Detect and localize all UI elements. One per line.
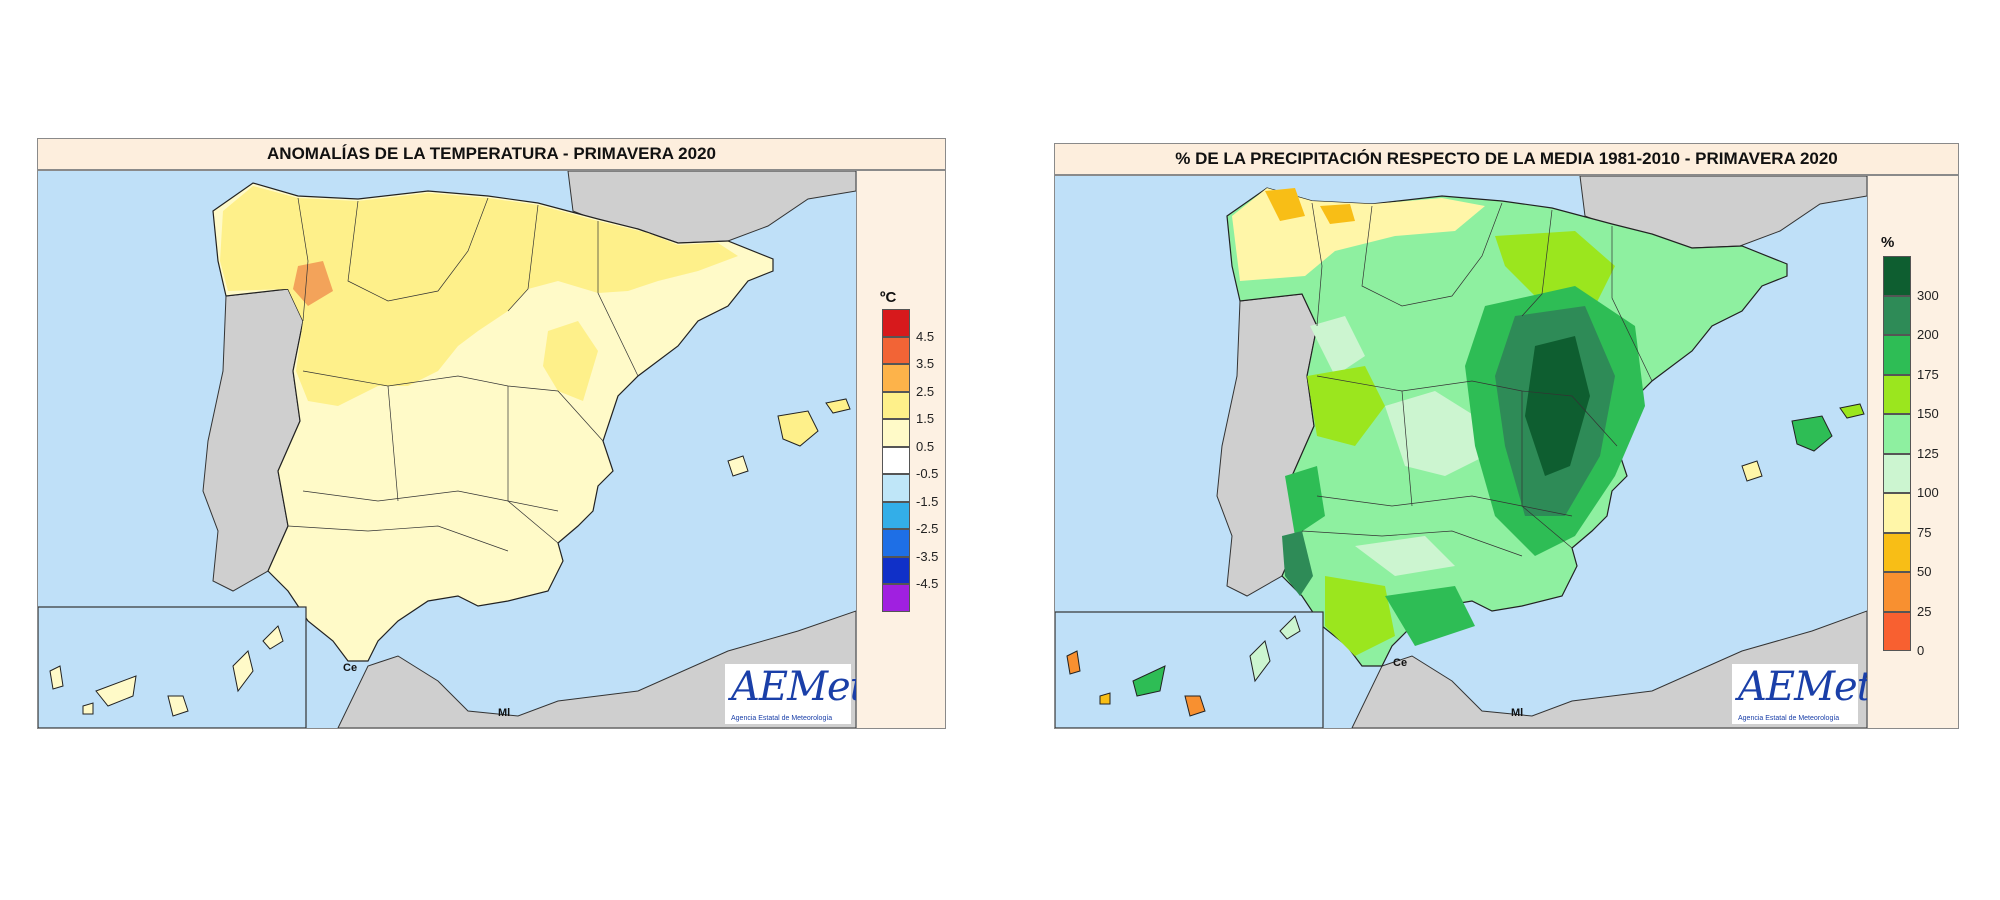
legend-swatch	[882, 446, 910, 474]
canary-island-5	[1249, 640, 1271, 683]
legend-swatch	[1883, 453, 1911, 493]
legend-swatch	[1883, 611, 1911, 651]
green-south	[1385, 586, 1475, 646]
precipitation-legend: % 300 200 175 150 125 100 75 50 25 0	[1875, 234, 1955, 658]
canary-island-5	[232, 650, 254, 693]
legend-swatch	[882, 336, 910, 364]
legend-swatch	[882, 419, 910, 447]
green-southwest	[1285, 466, 1325, 536]
canary-island-6	[1279, 615, 1301, 640]
menorca	[825, 398, 851, 414]
legend-tick-label: 175	[1917, 366, 1939, 382]
lime-north	[1495, 231, 1615, 306]
temperature-legend: ºC 4.5 3.5 2.5 1.5 0.5 -0.5 -1.5 -2.5 -3.5 -4.5	[876, 289, 946, 619]
ibiza	[1741, 460, 1763, 482]
legend-swatch	[882, 556, 910, 584]
legend-tick-label: 2.5	[916, 383, 935, 399]
aemet-logo: AEMet Agencia Estatal de Meteorología	[1732, 664, 1867, 724]
legend-swatch	[882, 309, 910, 337]
precipitation-map-svg: Ce Ml	[1055, 176, 1867, 728]
legend-swatch	[1883, 532, 1911, 572]
legend-swatch	[882, 501, 910, 529]
temperature-map: Ce Ml AEMet Agencia Estatal de Meteorolo…	[38, 171, 857, 728]
warm-anomaly-north	[220, 186, 738, 406]
aemet-logo: AEMet Agencia Estatal de Meteorología	[725, 664, 856, 724]
light-center	[1385, 391, 1485, 476]
legend-swatch	[1883, 374, 1911, 414]
ceuta-label: Ce	[343, 662, 357, 674]
canary-island-6	[262, 625, 284, 650]
dry-orange-spot	[1265, 188, 1305, 221]
precipitation-map-panel: % DE LA PRECIPITACIÓN RESPECTO DE LA MED…	[1054, 143, 1959, 729]
canary-island-2	[95, 675, 137, 707]
canary-island-2	[1132, 665, 1166, 697]
region-borders	[1301, 202, 1653, 557]
canary-island-3	[1099, 692, 1111, 705]
legend-tick-label: 150	[1917, 406, 1939, 421]
legend-tick-label: 50	[1917, 564, 1932, 579]
aemet-logo-subtitle: Agencia Estatal de Meteorología	[731, 715, 833, 722]
canary-island-4	[167, 695, 189, 717]
aemet-logo-text: AEMet	[731, 664, 857, 710]
legend-tick-label: -2.5	[916, 521, 939, 536]
legend-tick-label: 3.5	[916, 356, 935, 371]
legend-tick-label: -1.5	[916, 493, 939, 509]
legend-tick-label: 75	[1917, 524, 1932, 540]
legend-swatch	[882, 529, 910, 557]
hot-spot	[293, 261, 333, 306]
legend-tick-label: 1.5	[916, 411, 935, 426]
lime-south	[1325, 576, 1395, 656]
legend-tick-label: 200	[1917, 327, 1939, 342]
legend-tick-label: 0.5	[916, 438, 935, 454]
legend-tick-label: 0	[1917, 643, 1925, 658]
legend-tick-label: -4.5	[916, 576, 939, 591]
legend-tick-label: -0.5	[916, 466, 939, 481]
legend-tick-label: 25	[1917, 603, 1932, 619]
legend-swatch	[1883, 295, 1911, 335]
warm-anomaly-east	[543, 321, 598, 401]
legend-tick-label: -3.5	[916, 548, 939, 564]
legend-tick-label: 4.5	[916, 328, 935, 344]
precipitation-map-title: % DE LA PRECIPITACIÓN RESPECTO DE LA MED…	[1055, 144, 1958, 176]
dark-green-core	[1525, 336, 1590, 476]
legend-tick-label: 100	[1917, 485, 1939, 500]
legend-swatch	[882, 391, 910, 419]
melilla-label: Ml	[498, 707, 510, 719]
legend-tick-label: 125	[1917, 445, 1939, 461]
legend-swatch	[1883, 572, 1911, 612]
temperature-map-title: ANOMALÍAS DE LA TEMPERATURA - PRIMAVERA …	[38, 139, 945, 171]
legend-swatch	[1883, 256, 1911, 296]
region-borders	[287, 197, 639, 552]
legend-tick-label: 300	[1917, 287, 1939, 303]
mallorca	[1791, 415, 1833, 452]
canary-island-4	[1184, 695, 1206, 717]
lime-west	[1307, 366, 1385, 446]
legend-swatch	[882, 584, 910, 612]
light-south	[1355, 536, 1455, 576]
legend-swatch	[882, 364, 910, 392]
temperature-legend-unit: ºC	[880, 289, 897, 306]
temperature-map-svg: Ce Ml	[38, 171, 856, 728]
legend-swatch	[1883, 414, 1911, 454]
canary-island-3	[82, 702, 94, 715]
ibiza	[727, 455, 749, 477]
aemet-logo-subtitle: Agencia Estatal de Meteorología	[1738, 715, 1840, 722]
legend-swatch	[882, 474, 910, 502]
menorca	[1839, 403, 1865, 419]
light-west	[1310, 316, 1365, 376]
temperature-map-panel: ANOMALÍAS DE LA TEMPERATURA - PRIMAVERA …	[37, 138, 946, 729]
precipitation-legend-unit: %	[1881, 234, 1895, 251]
canary-island-1	[49, 665, 64, 690]
mid-green-sw	[1282, 531, 1313, 596]
legend-swatch	[1883, 335, 1911, 375]
ceuta-label: Ce	[1393, 657, 1407, 669]
legend-swatch	[1883, 493, 1911, 533]
mallorca	[777, 410, 819, 447]
precipitation-map: Ce Ml AEMet Agencia Estatal de Meteorolo…	[1055, 176, 1868, 728]
aemet-logo-text: AEMet	[1738, 664, 1868, 710]
dry-orange-spot-2	[1320, 204, 1355, 224]
canary-island-1	[1066, 650, 1081, 675]
melilla-label: Ml	[1511, 707, 1523, 719]
